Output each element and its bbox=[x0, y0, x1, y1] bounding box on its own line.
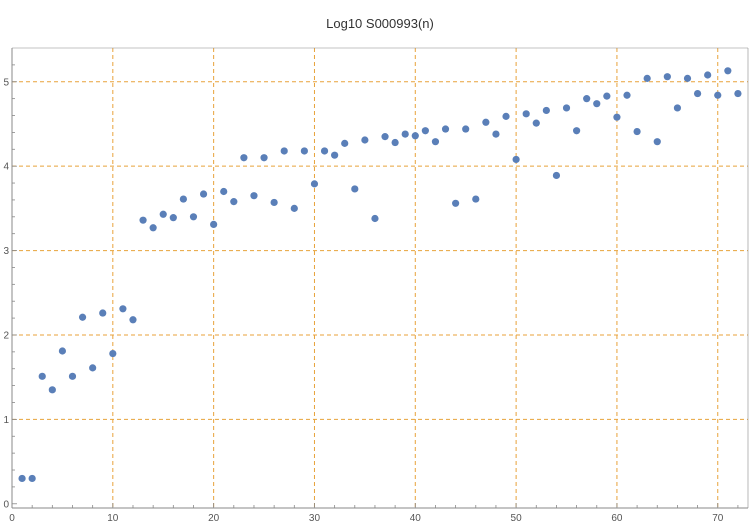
axes bbox=[11, 47, 749, 509]
data-point bbox=[78, 313, 87, 321]
data-point bbox=[38, 372, 46, 380]
data-point bbox=[250, 192, 258, 200]
data-point bbox=[693, 89, 702, 98]
y-tick-label: 0 bbox=[3, 499, 9, 510]
data-point bbox=[724, 67, 732, 75]
y-tick-label: 1 bbox=[3, 415, 9, 426]
data-point bbox=[411, 132, 419, 140]
data-point bbox=[68, 372, 77, 380]
data-point bbox=[502, 112, 510, 120]
x-tick-label: 40 bbox=[410, 513, 422, 524]
data-point bbox=[482, 118, 490, 126]
x-tick-label: 60 bbox=[611, 513, 623, 524]
data-point bbox=[714, 91, 722, 99]
data-point bbox=[623, 91, 631, 99]
x-tick-label: 10 bbox=[107, 513, 119, 524]
data-point bbox=[421, 127, 429, 135]
data-point bbox=[431, 138, 440, 146]
y-tick-label: 5 bbox=[3, 77, 9, 88]
data-point bbox=[371, 214, 379, 223]
data-point bbox=[280, 147, 288, 155]
x-tick-label: 0 bbox=[9, 513, 15, 524]
data-point bbox=[341, 139, 349, 147]
data-point bbox=[552, 171, 561, 180]
y-tick-label: 4 bbox=[3, 162, 9, 173]
data-point bbox=[583, 95, 591, 103]
data-point bbox=[462, 125, 470, 133]
data-point bbox=[472, 195, 480, 203]
data-point bbox=[653, 138, 661, 146]
data-point bbox=[290, 204, 298, 212]
data-point bbox=[119, 305, 127, 313]
data-point bbox=[169, 214, 177, 222]
x-tick-label: 30 bbox=[309, 513, 321, 524]
data-point bbox=[361, 136, 369, 144]
data-point bbox=[89, 364, 97, 372]
data-point bbox=[381, 133, 389, 141]
data-point bbox=[683, 74, 692, 82]
data-point bbox=[129, 316, 137, 324]
data-point bbox=[734, 89, 742, 98]
data-point bbox=[562, 104, 571, 112]
data-point bbox=[58, 347, 67, 355]
data-point bbox=[704, 71, 712, 79]
data-point bbox=[159, 210, 167, 218]
data-point bbox=[270, 198, 278, 207]
data-point bbox=[139, 216, 147, 224]
data-point bbox=[492, 130, 500, 138]
y-tick-label: 3 bbox=[3, 246, 9, 257]
data-point bbox=[18, 474, 26, 483]
data-point bbox=[199, 190, 208, 198]
data-point bbox=[300, 147, 308, 155]
data-point bbox=[331, 151, 339, 159]
y-tick-label: 2 bbox=[3, 330, 9, 341]
data-point bbox=[673, 104, 682, 112]
data-point bbox=[643, 74, 651, 82]
tick-labels: 0 10 20 30 40 50 60 70 0 1 2 3 4 5 bbox=[3, 77, 723, 524]
data-point bbox=[320, 147, 329, 155]
data-point bbox=[522, 110, 530, 118]
data-point bbox=[603, 92, 611, 100]
data-point bbox=[441, 125, 450, 133]
data-point bbox=[240, 154, 248, 162]
data-point bbox=[351, 185, 359, 193]
grid-lines bbox=[12, 48, 748, 508]
data-point bbox=[613, 113, 621, 121]
data-point bbox=[189, 213, 198, 221]
x-tick-label: 50 bbox=[511, 513, 523, 524]
data-point bbox=[401, 130, 409, 138]
data-point bbox=[230, 198, 238, 206]
data-point bbox=[512, 155, 520, 164]
data-point bbox=[260, 154, 268, 162]
data-point bbox=[573, 127, 581, 135]
data-point bbox=[593, 100, 601, 108]
data-point bbox=[210, 220, 218, 229]
data-point bbox=[633, 127, 641, 136]
x-tick-label: 70 bbox=[712, 513, 724, 524]
data-point bbox=[391, 138, 399, 147]
data-point bbox=[99, 309, 107, 317]
data-point bbox=[532, 119, 540, 127]
data-point bbox=[179, 195, 187, 203]
chart-title: Log10 S000993(n) bbox=[326, 16, 434, 31]
data-point bbox=[452, 199, 460, 207]
data-point bbox=[542, 106, 550, 115]
data-point bbox=[220, 187, 228, 196]
x-tick-label: 20 bbox=[208, 513, 220, 524]
data-point bbox=[109, 349, 117, 358]
data-point bbox=[310, 180, 319, 188]
data-point bbox=[48, 386, 56, 394]
data-point bbox=[663, 73, 671, 81]
data-point bbox=[149, 224, 157, 232]
data-points bbox=[18, 67, 742, 483]
data-point bbox=[28, 474, 36, 483]
